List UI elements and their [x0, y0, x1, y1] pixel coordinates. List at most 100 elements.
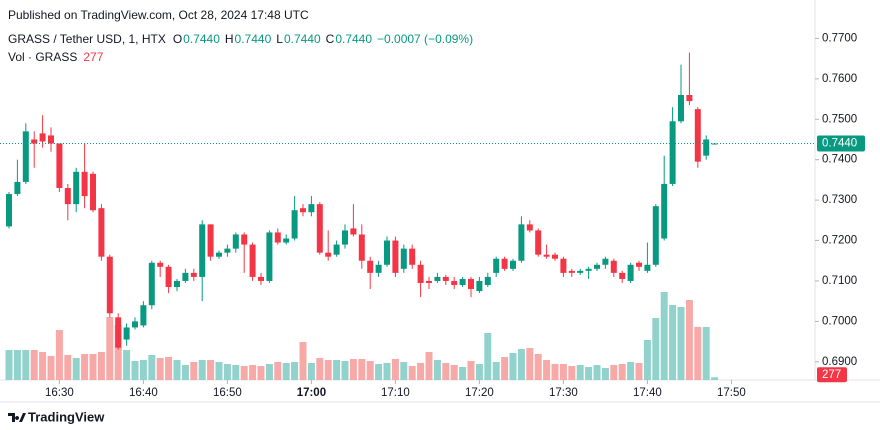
candle-body	[106, 256, 113, 314]
volume-bar	[156, 358, 164, 380]
volume-bar	[30, 350, 38, 380]
volume-bar	[366, 361, 374, 380]
volume-bar	[64, 355, 72, 380]
volume-bar	[97, 352, 105, 380]
candle-body	[678, 95, 684, 122]
volume-bar	[341, 361, 349, 380]
candle-body	[409, 248, 416, 265]
candle-body	[669, 121, 676, 184]
volume-bar	[324, 360, 332, 380]
volume-bar	[509, 353, 517, 380]
volume-bar	[702, 327, 710, 380]
candle-body	[350, 228, 357, 235]
candle-body	[560, 258, 567, 273]
candle-body	[148, 262, 155, 306]
volume-bar	[400, 362, 408, 380]
candle-body	[367, 260, 374, 273]
candle-body	[274, 232, 281, 243]
y-tick-label: 0.7300	[822, 194, 857, 206]
legend-open: 0.7440	[183, 32, 220, 46]
volume-bar	[257, 366, 265, 380]
volume-bar	[299, 342, 307, 380]
last-price-label: 0.7440	[822, 138, 857, 150]
volume-bar	[13, 350, 21, 380]
volume-bar	[55, 330, 63, 380]
candle-body	[56, 143, 63, 188]
legend-close-label: C	[326, 32, 335, 46]
y-tick-label: 0.6900	[822, 356, 857, 368]
volume-bar	[375, 364, 383, 380]
published: Published on TradingView.com, Oct 28, 20…	[8, 8, 309, 22]
candle-body	[241, 234, 248, 245]
volume-bar	[652, 318, 660, 380]
candle-body	[207, 224, 214, 257]
candle-body	[686, 95, 693, 102]
candle-body	[308, 204, 315, 213]
volume-bar	[223, 364, 231, 380]
volume-bar	[349, 359, 357, 380]
candle-body	[384, 240, 390, 265]
volume-bar	[131, 361, 139, 380]
candle-body	[375, 264, 382, 273]
volume-bar	[517, 349, 525, 380]
candle-body	[661, 183, 668, 239]
legend: GRASS / Tether USD, 1, HTX O 0.7440 H 0.7440…	[8, 32, 473, 64]
x-tick-label: 16:30	[45, 387, 74, 399]
volume-bar	[442, 363, 450, 380]
volume-bar	[89, 354, 97, 380]
candle-body	[190, 272, 197, 277]
legend-high-label: H	[225, 32, 234, 46]
volume-bar	[282, 363, 290, 380]
volume-bar	[526, 348, 534, 380]
volume-bar	[22, 350, 30, 380]
volume-bar	[669, 305, 677, 380]
last-price-tag	[817, 135, 865, 152]
candle-body	[392, 240, 399, 273]
x-tick-label: 17:20	[465, 387, 494, 399]
candle-body	[468, 278, 474, 290]
logo	[8, 413, 26, 422]
candle-body	[451, 280, 458, 285]
volume-bar	[139, 360, 147, 380]
candle-body	[132, 321, 138, 328]
volume-bar	[593, 365, 601, 380]
volume-bar	[81, 354, 89, 380]
x-tick-label: 16:50	[213, 387, 242, 399]
volume-bar	[635, 363, 643, 380]
volume-bar	[274, 362, 282, 380]
volume-bar	[148, 355, 156, 380]
volume-bar	[106, 317, 114, 380]
volume-bar	[181, 365, 189, 380]
candle-body	[174, 280, 180, 288]
volume-bar	[5, 350, 13, 380]
volume-tag-label: 277	[822, 369, 841, 381]
candle-body	[501, 258, 508, 269]
volume-bar	[467, 361, 475, 380]
y-tick-label: 0.7400	[822, 154, 857, 166]
legend-open-label: O	[173, 32, 182, 46]
volume-bar	[198, 360, 206, 380]
volume-bar	[333, 360, 341, 380]
volume-bar	[711, 377, 719, 380]
volume-bar	[215, 362, 223, 380]
candle-body	[577, 270, 584, 273]
volume-bar	[433, 360, 441, 380]
candle-body	[568, 270, 575, 273]
volume-bar	[72, 358, 80, 380]
volume-bar	[627, 362, 635, 380]
brand: TradingView	[28, 409, 105, 424]
y-tick-label: 0.7600	[822, 73, 857, 85]
volume-bar	[417, 363, 425, 380]
x-tick-label: 17:40	[633, 387, 662, 399]
candle-body	[140, 305, 147, 326]
candle-body	[535, 230, 542, 255]
legend-change: −0.0007 (−0.09%)	[377, 32, 473, 46]
volume-bar	[492, 362, 500, 380]
volume-bar	[601, 368, 609, 380]
volume-bar	[585, 367, 593, 380]
volume-bar	[534, 354, 542, 380]
candle-body	[199, 224, 206, 277]
x-tick-label: 16:40	[129, 387, 158, 399]
candle-body	[39, 133, 46, 142]
